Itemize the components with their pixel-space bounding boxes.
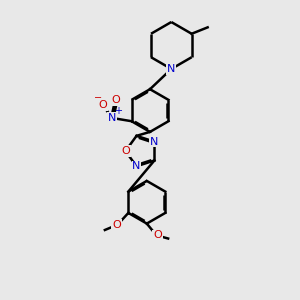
Text: N: N: [150, 137, 159, 147]
Text: O: O: [153, 230, 162, 240]
Text: O: O: [98, 100, 107, 110]
Text: O: O: [111, 95, 120, 105]
Text: O: O: [121, 146, 130, 156]
Text: +: +: [114, 106, 122, 116]
Text: N: N: [108, 113, 116, 123]
Text: O: O: [112, 220, 121, 230]
Text: N: N: [132, 161, 141, 171]
Text: N: N: [167, 64, 176, 74]
Text: −: −: [94, 93, 102, 103]
